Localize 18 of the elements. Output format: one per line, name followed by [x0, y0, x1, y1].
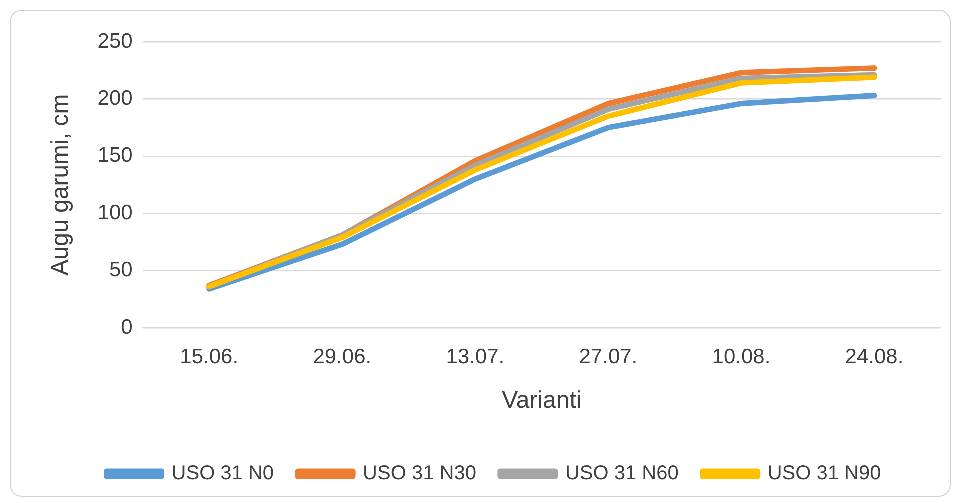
legend-label: USO 31 N0 [172, 462, 274, 485]
x-axis-title: Varianti [502, 387, 582, 414]
y-axis-title: Augu garumi, cm [47, 94, 74, 276]
x-tick-label: 24.08. [845, 345, 904, 368]
legend-label: USO 31 N60 [565, 462, 679, 485]
y-tick-label: 150 [98, 144, 133, 168]
x-tick-label: 15.06. [180, 345, 239, 368]
x-tick-label: 13.07. [446, 345, 505, 368]
legend-label: USO 31 N90 [768, 462, 882, 485]
x-tick-label: 29.06. [313, 345, 372, 368]
y-tick-label: 100 [98, 201, 133, 224]
y-tick-label: 50 [109, 258, 133, 282]
legend-label: USO 31 N30 [363, 462, 476, 485]
x-tick-label: 27.07. [579, 345, 638, 368]
y-tick-label: 250 [98, 30, 133, 53]
y-tick-label: 200 [98, 86, 133, 110]
y-tick-label: 0 [121, 316, 133, 339]
x-tick-label: 10.08. [712, 345, 771, 368]
